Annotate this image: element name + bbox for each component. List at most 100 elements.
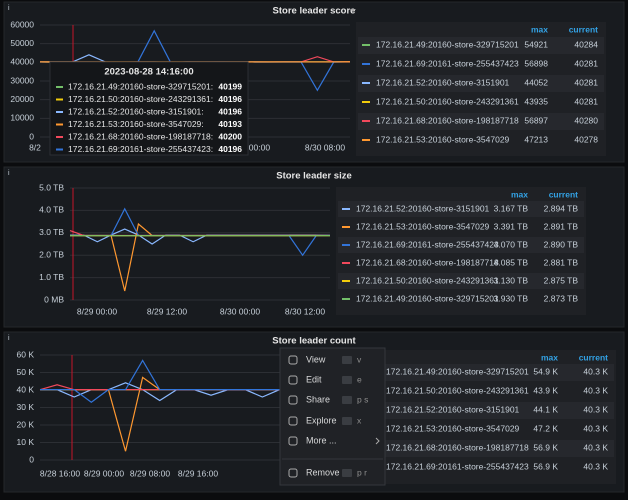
legend-name[interactable]: 172.16.21.49:20160-store-329715201 (376, 39, 519, 49)
legend-name[interactable]: 172.16.21.49:20160-store-329715201 (356, 293, 499, 303)
dropdown-arrow (350, 9, 356, 12)
legend-row (368, 364, 614, 381)
legend-header: current (569, 24, 598, 34)
legend-name[interactable]: 172.16.21.68:20160-store-198187718 (386, 442, 529, 452)
legend-current: 2.891 TB (544, 221, 579, 231)
legend-max: 56.9 K (533, 461, 558, 471)
tooltip-value: 40196 (218, 106, 242, 116)
info-icon: i (8, 5, 10, 12)
menu-shortcut: e (357, 374, 362, 384)
menu-item[interactable]: More ... (288, 435, 380, 446)
y-tick-label: 0 MB (44, 294, 64, 304)
legend-max: 54921 (524, 39, 548, 49)
menu-item[interactable]: Remove p r (288, 467, 367, 478)
x-tick-label: 8/30 00:00 (220, 306, 260, 316)
legend-swatch (342, 244, 350, 246)
legend-name[interactable]: 172.16.21.53:20160-store-3547029 (386, 423, 520, 433)
legend-current: 2.875 TB (544, 275, 579, 285)
menu-label: Explore (306, 415, 337, 425)
legend-current: 40.3 K (583, 404, 608, 414)
menu-icon (288, 416, 298, 426)
legend-name[interactable]: 172.16.21.68:20160-store-198187718 (376, 115, 519, 125)
legend-swatch (362, 44, 370, 46)
legend-current: 2.881 TB (544, 257, 579, 267)
y-tick-label: 4.0 TB (39, 205, 64, 215)
tooltip-swatch (56, 123, 63, 126)
tooltip-name: 172.16.21.49:20160-store-329715201: (68, 81, 213, 91)
menu-item[interactable]: Share p s (288, 394, 368, 405)
y-tick-label: 20 K (17, 419, 35, 429)
x-tick-label: 8/29 12:00 (147, 306, 187, 316)
x-tick-label: 8/28 16:00 (40, 468, 80, 478)
menu-item[interactable]: Edit e (288, 374, 362, 385)
legend-row (368, 440, 614, 457)
tooltip-name: 172.16.21.50:20160-store-243291361: (68, 94, 213, 104)
menu-label: Edit (306, 374, 322, 384)
legend-current: 40280 (574, 115, 598, 125)
menu-label: View (306, 354, 326, 364)
legend-max: 3.167 TB (494, 203, 529, 213)
tooltip-value: 40193 (218, 119, 242, 129)
legend-name[interactable]: 172.16.21.52:20160-store-3151901 (386, 404, 520, 414)
tooltip-swatch (56, 136, 63, 138)
legend-name[interactable]: 172.16.21.49:20160-store-329715201 (386, 366, 529, 376)
legend-current: 40284 (574, 39, 598, 49)
legend-current: 2.894 TB (544, 203, 579, 213)
legend-name[interactable]: 172.16.21.53:20160-store-3547029 (376, 134, 510, 144)
tooltip-name: 172.16.21.68:20160-store-198187718: (68, 131, 213, 141)
x-tick-label: 8/30 08:00 (305, 142, 345, 152)
legend-name[interactable]: 172.16.21.50:20160-store-243291361 (376, 96, 519, 106)
panel-title: Store leader score (273, 6, 356, 17)
legend-current: 40281 (574, 96, 598, 106)
legend-header: max (541, 352, 558, 362)
x-tick-label: 8/29 00:00 (77, 306, 117, 316)
legend-max: 43935 (524, 96, 548, 106)
key-icon (342, 396, 352, 404)
legend-swatch (362, 101, 370, 103)
legend-current: 40278 (574, 134, 598, 144)
x-tick-label: 8/30 12:00 (285, 306, 325, 316)
y-tick-label: 0 (29, 454, 34, 464)
legend-swatch (362, 82, 370, 84)
legend-swatch (362, 120, 370, 122)
tooltip-time: 2023-08-28 14:16:00 (104, 67, 193, 78)
tooltip-swatch (56, 86, 63, 88)
legend-name[interactable]: 172.16.21.52:20160-store-3151901 (356, 203, 490, 213)
y-tick-label: 10000 (10, 113, 34, 123)
legend-row (358, 75, 604, 92)
key-icon (342, 469, 352, 477)
legend-max: 44052 (524, 77, 548, 87)
legend-header: max (511, 189, 528, 199)
legend-max: 43.9 K (533, 385, 558, 395)
menu-item[interactable]: Explore x (288, 415, 362, 426)
y-tick-label: 30 K (17, 402, 35, 412)
legend-name[interactable]: 172.16.21.68:20160-store-198187718 (356, 257, 499, 267)
panel-title: Store leader size (276, 171, 352, 182)
key-icon (342, 417, 352, 425)
legend-name[interactable]: 172.16.21.50:20160-store-243291361 (356, 275, 499, 285)
tooltip-swatch (56, 148, 63, 151)
menu-icon (288, 436, 298, 446)
legend-name[interactable]: 172.16.21.69:20161-store-255437423 (356, 239, 499, 249)
tooltip-swatch (56, 111, 63, 113)
legend-max: 56897 (524, 115, 548, 125)
legend-swatch (342, 262, 350, 264)
tooltip-swatch (56, 98, 63, 101)
legend-name[interactable]: 172.16.21.69:20161-store-255437423 (376, 58, 519, 68)
menu-item[interactable]: View v (288, 354, 362, 365)
menu-icon (288, 395, 298, 405)
y-tick-label: 2.0 TB (39, 249, 64, 259)
menu-label: Share (306, 394, 330, 404)
y-tick-label: 60000 (10, 19, 34, 29)
legend-name[interactable]: 172.16.21.69:20161-store-255437423 (386, 461, 529, 471)
info-icon: i (8, 335, 10, 342)
legend-max: 56898 (524, 58, 548, 68)
legend-name[interactable]: 172.16.21.50:20160-store-243291361 (386, 385, 529, 395)
legend-max: 54.9 K (533, 366, 558, 376)
legend-name[interactable]: 172.16.21.53:20160-store-3547029 (356, 221, 490, 231)
y-tick-label: 60 K (17, 349, 35, 359)
legend-current: 40.3 K (583, 442, 608, 452)
legend-current: 40281 (574, 58, 598, 68)
legend-name[interactable]: 172.16.21.52:20160-store-3151901 (376, 77, 510, 87)
